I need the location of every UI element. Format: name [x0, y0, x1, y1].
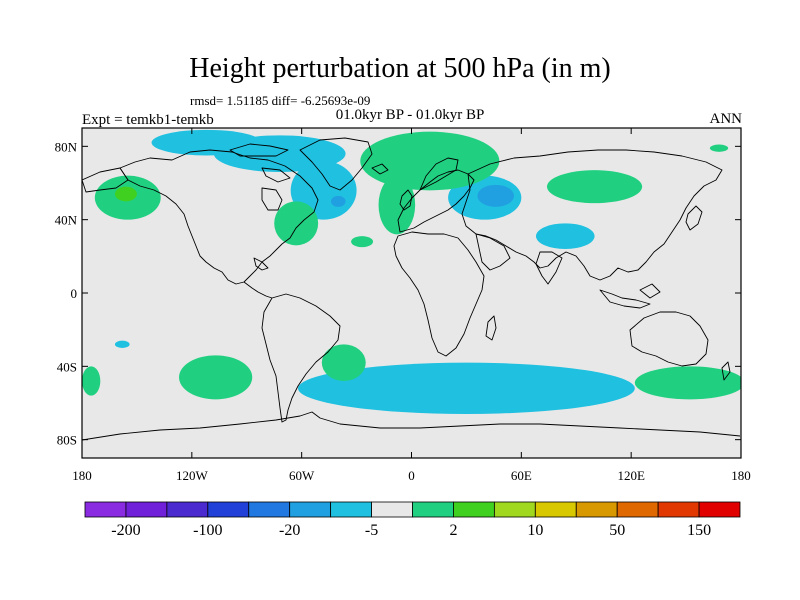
- coastline-antarctica: [82, 411, 741, 441]
- anomaly-negative-7: [298, 362, 635, 415]
- lat-tick-label: 0: [71, 286, 78, 301]
- coastline-gulf: [253, 257, 269, 271]
- experiment-label: Expt = temkb1-temkb: [82, 112, 214, 128]
- lon-tick-label: 120W: [176, 468, 209, 483]
- colorbar-swatch: [248, 501, 291, 518]
- anomaly-positive-16: [709, 144, 729, 152]
- coastline-scandinavia: [419, 157, 459, 191]
- anomaly-positive-18: [179, 355, 253, 400]
- colorbar: [84, 501, 741, 518]
- colorbar-label: -100: [193, 522, 222, 539]
- anomaly-positive-9: [360, 131, 500, 191]
- colorbar-swatch: [84, 501, 127, 518]
- colorbar-label: -5: [365, 522, 378, 539]
- coastline-madagascar: [485, 315, 497, 341]
- colorbar-label: -200: [111, 522, 140, 539]
- colorbar-swatch: [698, 501, 741, 518]
- anomaly-negative-5: [477, 184, 515, 207]
- colorbar-swatch: [657, 501, 700, 518]
- lat-tick-label: 40S: [57, 359, 77, 374]
- lon-tick-label: 120E: [617, 468, 645, 483]
- colorbar-swatch: [616, 501, 659, 518]
- period-label: 01.0kyr BP - 01.0kyr BP: [335, 107, 485, 123]
- coastline-hudson-bay: [261, 187, 283, 211]
- colorbar-swatch: [412, 501, 454, 518]
- coastline-arctic-islands: [229, 143, 291, 183]
- coastline-north-america: [119, 149, 319, 285]
- lon-tick-label: 0: [408, 468, 415, 483]
- coastline-australia: [629, 311, 709, 367]
- coastlines: [82, 137, 741, 441]
- anomaly-positive-10: [378, 175, 416, 235]
- colorbar-swatch: [575, 501, 618, 518]
- coastline-iceland: [371, 163, 389, 175]
- colorbar-swatch: [166, 501, 209, 518]
- colorbar-swatch: [330, 501, 372, 518]
- lon-tick-label: 60E: [511, 468, 532, 483]
- coastline-india: [535, 251, 563, 285]
- colorbar-swatch: [453, 501, 495, 518]
- anomaly-negative-8: [114, 340, 130, 349]
- colorbar-label: -20: [279, 522, 300, 539]
- anomaly-positive-13: [274, 201, 319, 246]
- colorbar-swatch: [371, 501, 413, 518]
- colorbar-swatch: [534, 501, 577, 518]
- coastline-asia: [461, 149, 723, 281]
- colorbar-swatch: [125, 501, 168, 518]
- coastline-africa: [393, 231, 485, 357]
- lon-tick-label: 180: [731, 468, 751, 483]
- coastline-japan: [685, 205, 703, 231]
- anomaly-positive-20: [634, 366, 741, 400]
- anomaly-positive-12: [114, 186, 137, 202]
- anomaly-positive-17: [82, 366, 101, 396]
- coastline-arabia: [475, 233, 511, 271]
- lon-tick-label: 60W: [289, 468, 315, 483]
- colorbar-swatch: [289, 501, 332, 518]
- colorbar-label: 10: [527, 522, 543, 539]
- anomaly-positive-14: [351, 236, 374, 248]
- colorbar-label: 2: [449, 522, 457, 539]
- anomaly-positive-15: [546, 170, 643, 204]
- anomaly-positive-19: [321, 344, 366, 381]
- coastline-uk: [399, 189, 413, 211]
- colorbar-swatch: [493, 501, 536, 518]
- colorbar-label: 150: [687, 522, 711, 539]
- coastline-south-america: [261, 293, 341, 423]
- anomaly-contours: [82, 129, 741, 415]
- coastline-indonesia: [599, 283, 661, 309]
- lat-tick-label: 40N: [55, 213, 78, 228]
- coastline-greenland: [299, 137, 373, 191]
- coastline-new-zealand: [721, 361, 731, 381]
- coastline-alaska: [82, 167, 129, 193]
- anomaly-negative-6: [535, 223, 595, 250]
- coastline-central-america: [243, 281, 273, 299]
- anomaly-negative-3: [330, 195, 346, 207]
- colorbar-swatch: [207, 501, 250, 518]
- lat-tick-label: 80N: [55, 139, 78, 154]
- lon-tick-label: 180: [72, 468, 92, 483]
- colorbar-labels: -200 -100 -20 -5 2 10 50 150: [111, 522, 711, 539]
- colorbar-label: 50: [609, 522, 625, 539]
- coastline-europe: [397, 169, 475, 233]
- rmsd-diff-stats: rmsd= 1.51185 diff= -6.25693e-09: [190, 93, 371, 108]
- season-label: ANN: [709, 111, 743, 127]
- map-axes: 80N 40N 0 40S 80S 180 120W 60W 0 60E 120E 180: [55, 128, 751, 483]
- lat-tick-label: 80S: [57, 433, 77, 448]
- map-title: Height perturbation at 500 hPa (in m): [189, 53, 611, 84]
